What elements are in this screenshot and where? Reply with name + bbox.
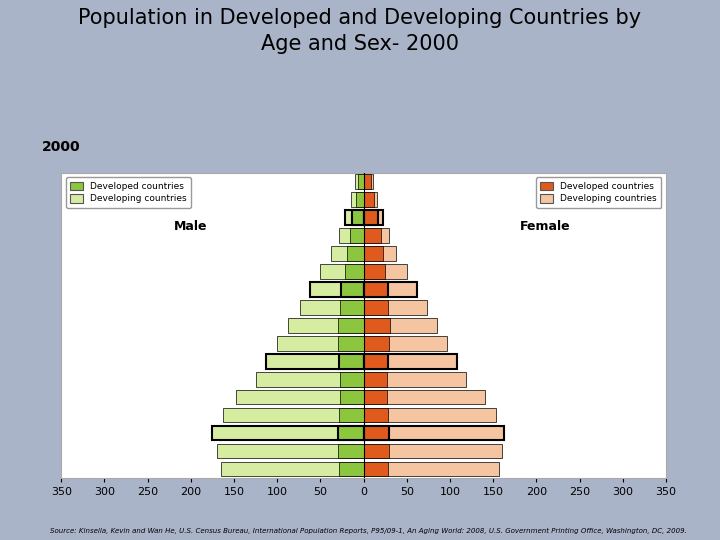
Text: Female: Female <box>520 220 570 233</box>
Bar <box>289 318 364 333</box>
Bar <box>364 192 374 207</box>
Bar <box>338 228 364 243</box>
Bar <box>364 192 377 207</box>
Bar <box>364 228 381 243</box>
Bar <box>341 372 364 387</box>
Bar <box>338 462 364 476</box>
Bar <box>364 390 387 404</box>
Bar <box>347 246 364 261</box>
Bar <box>364 228 389 243</box>
Bar <box>364 426 389 441</box>
Bar <box>345 264 364 279</box>
Bar <box>364 246 397 261</box>
Bar <box>364 174 373 189</box>
Bar <box>350 228 364 243</box>
Bar <box>310 282 364 297</box>
Bar <box>338 336 364 350</box>
Bar <box>339 354 364 369</box>
Bar <box>364 372 467 387</box>
Bar <box>212 426 364 441</box>
Bar <box>364 336 389 350</box>
Bar <box>359 174 364 189</box>
Bar <box>364 426 505 441</box>
Bar <box>300 300 364 315</box>
Bar <box>355 174 364 189</box>
Bar <box>364 390 485 404</box>
Bar <box>341 390 364 404</box>
Text: Population in Developed and Developing Countries by
Age and Sex- 2000: Population in Developed and Developing C… <box>78 8 642 53</box>
Bar <box>352 210 364 225</box>
Bar <box>221 462 364 476</box>
Bar <box>364 300 388 315</box>
Bar <box>338 426 364 441</box>
Bar <box>364 444 389 458</box>
Bar <box>364 462 499 476</box>
Text: 2000: 2000 <box>42 140 81 154</box>
Bar <box>364 318 437 333</box>
Bar <box>364 462 388 476</box>
Bar <box>364 336 447 350</box>
Bar <box>364 210 378 225</box>
Bar <box>222 408 364 422</box>
Bar <box>277 336 364 350</box>
Text: Source: Kinsella, Kevin and Wan He, U.S. Census Bureau, International Population: Source: Kinsella, Kevin and Wan He, U.S.… <box>50 528 688 534</box>
Bar <box>364 174 372 189</box>
Bar <box>364 372 387 387</box>
Bar <box>351 192 364 207</box>
Bar <box>364 282 417 297</box>
Bar <box>339 408 364 422</box>
Bar <box>341 300 364 315</box>
Legend: Developed countries, Developing countries: Developed countries, Developing countrie… <box>536 177 662 208</box>
Bar <box>364 354 457 369</box>
Bar <box>341 282 364 297</box>
Text: Male: Male <box>174 220 207 233</box>
Bar <box>364 210 382 225</box>
Bar <box>338 444 364 458</box>
Bar <box>330 246 364 261</box>
Bar <box>320 264 364 279</box>
Bar <box>235 390 364 404</box>
Bar <box>364 300 427 315</box>
Bar <box>266 354 364 369</box>
Bar <box>356 192 364 207</box>
Bar <box>256 372 364 387</box>
Bar <box>364 264 407 279</box>
Bar <box>217 444 364 458</box>
Bar <box>364 318 390 333</box>
Bar <box>364 282 388 297</box>
Bar <box>338 318 364 333</box>
Bar <box>364 408 496 422</box>
Bar <box>364 246 382 261</box>
Bar <box>364 354 388 369</box>
Bar <box>364 444 502 458</box>
Bar <box>345 210 364 225</box>
Bar <box>364 264 385 279</box>
Bar <box>364 408 388 422</box>
